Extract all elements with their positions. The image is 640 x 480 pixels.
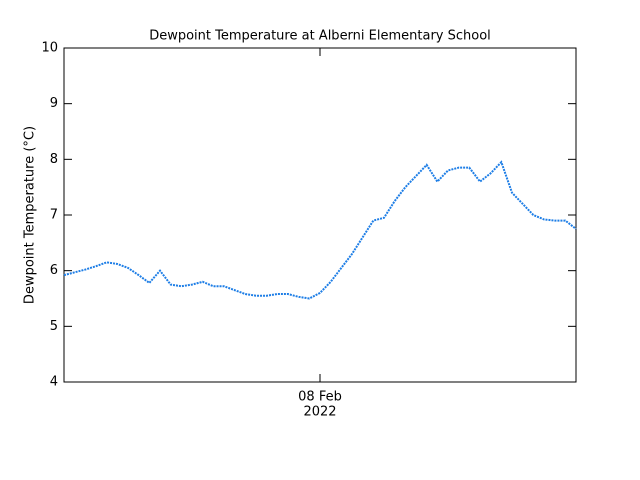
data-line	[63, 160, 577, 300]
y-tick-label: 6	[50, 263, 58, 278]
y-tick-label: 8	[50, 152, 58, 167]
y-tick-label: 7	[50, 208, 58, 223]
y-tick-label: 10	[41, 41, 58, 56]
y-tick-label: 9	[50, 96, 58, 111]
y-axis-label: Dewpoint Temperature (°C)	[23, 126, 38, 304]
x-tick-label: 08 Feb	[298, 390, 342, 405]
y-tick-label: 4	[50, 375, 58, 390]
y-tick-label: 5	[50, 319, 58, 334]
chart-title: Dewpoint Temperature at Alberni Elementa…	[149, 29, 491, 44]
x-axis-label: 2022	[303, 405, 336, 420]
